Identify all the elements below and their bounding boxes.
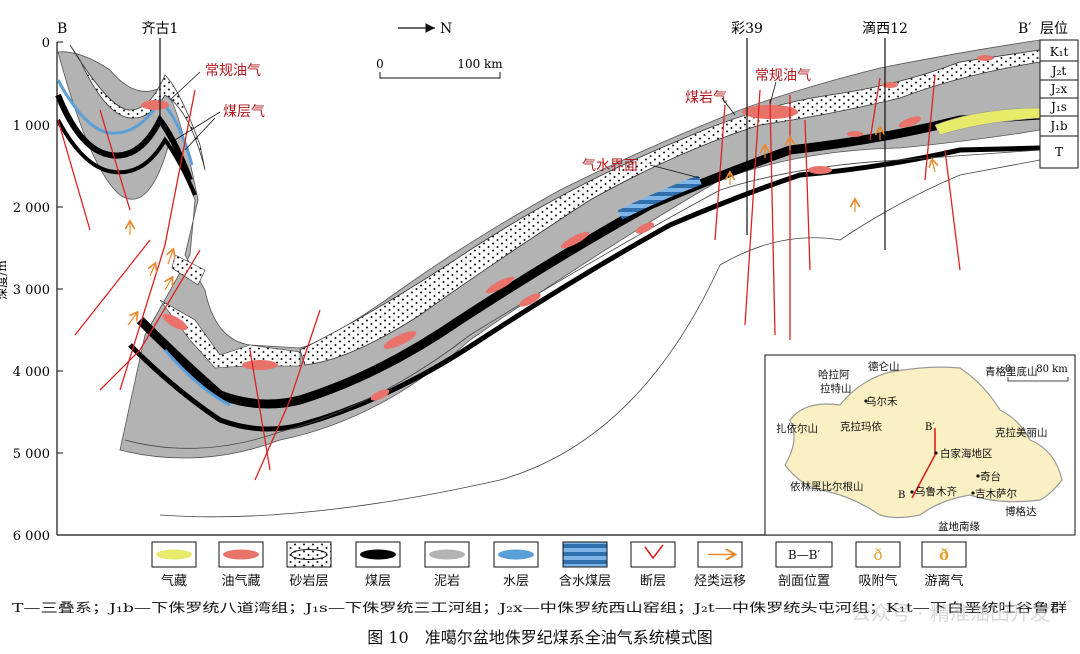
- strata-row: T: [1055, 145, 1063, 159]
- inset-scale-zero: 0: [1005, 364, 1011, 375]
- strata-column: 层位 K₁t J₂t J₂x J₁s J₁b T: [1039, 21, 1079, 169]
- section-end-label: B′: [1018, 21, 1031, 37]
- strata-row: J₁b: [1048, 119, 1068, 133]
- figure-caption: 图 10 准噶尔盆地侏罗纪煤系全油气系统模式图: [367, 628, 712, 647]
- legend-label: 剖面位置: [778, 574, 830, 589]
- annotation-leaders: [169, 71, 777, 179]
- strata-row: J₂x: [1049, 82, 1068, 96]
- place-label: 青格里底山: [985, 365, 1038, 378]
- depth-axis: 0 1 000 2 000 3 000 4 000 5 000 6 000 深度…: [0, 36, 1040, 544]
- legend-label: 水层: [503, 574, 529, 589]
- inset-profile-end: B′: [925, 422, 935, 433]
- abbreviations-note: T—三叠系；J₁b—下侏罗统八道湾组；J₁s—下侏罗统三工河组；J₂x—中侏罗统…: [12, 600, 1068, 615]
- legend-label: 泥岩: [434, 574, 460, 589]
- legend-label: 油气藏: [221, 573, 260, 589]
- inset-scale-value: 80 km: [1036, 364, 1068, 375]
- faults: [57, 74, 961, 481]
- annotation-coalbed-gas: 煤层气: [223, 104, 265, 120]
- legend-label: 游离气: [924, 573, 963, 589]
- legend: B—B′ ð ð 气藏 油气藏 砂岩层 煤层 泥岩 水层 含水煤层 断层 烃类运…: [151, 541, 967, 589]
- place-label: 德仑山: [868, 360, 900, 373]
- depth-tick: 3 000: [13, 283, 50, 298]
- place-label: 拉特山: [820, 382, 852, 395]
- place-label: 乌尔禾: [866, 395, 898, 408]
- wells: [159, 38, 886, 250]
- migration-arrows: [128, 128, 935, 326]
- svg-text:ð: ð: [939, 546, 949, 564]
- scale-zero: 0: [376, 57, 384, 71]
- legend-label: 吸附气: [858, 573, 897, 589]
- place-label: 博格达: [1005, 505, 1037, 518]
- place-label: 哈拉阿: [818, 368, 850, 381]
- place-label: 奇台: [980, 470, 1001, 483]
- legend-label: 含水煤层: [559, 573, 611, 589]
- depth-tick: 6 000: [13, 529, 50, 544]
- depth-tick: 1 000: [13, 119, 50, 134]
- strata-row: J₂t: [1050, 64, 1067, 78]
- well-label: 滴西12: [862, 20, 908, 37]
- legend-label: 烃类运移: [694, 574, 746, 589]
- north-label: N: [440, 21, 452, 37]
- place-label: 白家海地区: [940, 447, 993, 460]
- legend-oil-swatch: [223, 549, 259, 560]
- legend-label: 砂岩层: [289, 574, 328, 589]
- strata-row: J₁s: [1049, 100, 1067, 114]
- annotations: 常规油气 煤层气 煤岩气 常规油气 气水界面: [205, 63, 811, 174]
- north-arrow: N: [398, 21, 452, 37]
- annotation-conventional-oil-gas: 常规油气: [205, 63, 261, 79]
- well-label: 彩39: [731, 21, 763, 37]
- inset-profile-start: B: [898, 490, 905, 501]
- place-label: 盆地南缘: [938, 520, 980, 533]
- legend-label: 煤层: [365, 574, 391, 589]
- legend-label: 断层: [640, 574, 666, 589]
- well-label: 齐古1: [142, 21, 179, 37]
- legend-profile-symbol: B—B′: [788, 548, 821, 562]
- section-start-label: B: [57, 21, 67, 37]
- inset-map: B B′ 0 80 km 哈拉阿 拉特山 德仑山 乌尔禾 克拉玛依 扎依尔山 白…: [764, 354, 1076, 536]
- annotation-conventional-oil-gas: 常规油气: [755, 68, 811, 84]
- strata-row: K₁t: [1050, 45, 1069, 59]
- place-label: 克拉玛依: [840, 420, 882, 433]
- annotation-coal-rock-gas: 煤岩气: [685, 90, 727, 106]
- strata-title: 层位: [1040, 21, 1068, 37]
- place-label: 乌鲁木齐: [915, 485, 957, 498]
- place-label: 克拉美丽山: [995, 426, 1048, 439]
- watermark: 公众号 · 精准油田开发: [851, 601, 1050, 625]
- depth-tick: 5 000: [13, 447, 50, 462]
- place-label: 扎依尔山: [776, 422, 818, 435]
- place-label: 吉木萨尔: [975, 487, 1017, 500]
- legend-label: 气藏: [161, 573, 187, 589]
- scale-value: 100 km: [457, 57, 503, 71]
- depth-tick: 4 000: [13, 365, 50, 380]
- depth-tick: 0: [42, 36, 50, 51]
- main-scale-bar: 0 100 km: [376, 57, 503, 79]
- svg-text:ð: ð: [873, 546, 882, 564]
- depth-tick: 2 000: [13, 201, 50, 216]
- depth-axis-label: 深度/m: [0, 260, 9, 300]
- place-label: 依林黑比尔根山: [790, 480, 864, 493]
- legend-gas-swatch: [156, 549, 192, 560]
- annotation-gas-water-interface: 气水界面: [582, 158, 638, 174]
